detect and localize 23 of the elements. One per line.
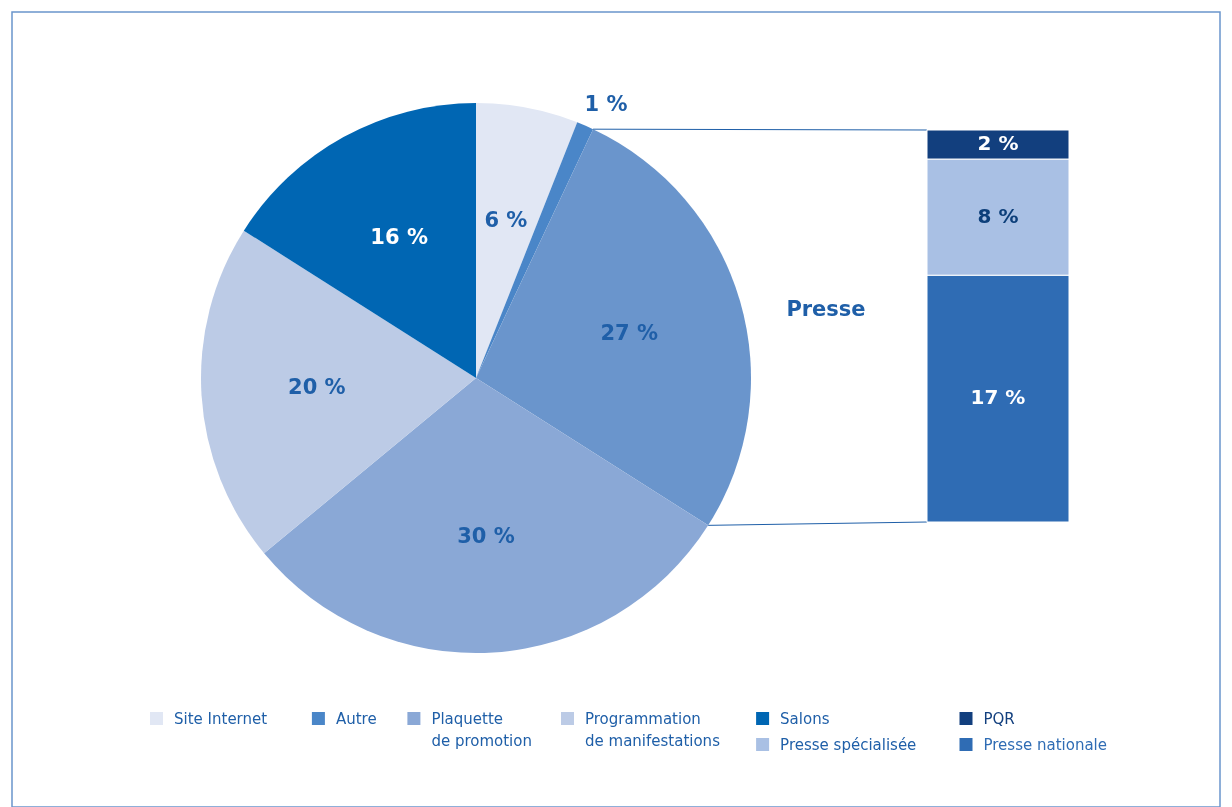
legend-label: Presse spécialisée (780, 736, 917, 754)
data-label: 27 % (600, 320, 658, 345)
text: Presse nationale (983, 736, 1107, 754)
pie-slice (476, 122, 594, 378)
pie-slice (476, 129, 751, 526)
data-label: 6 % (484, 208, 528, 233)
data-label: 8 % (977, 203, 1019, 228)
data-label: 17 % (970, 385, 1026, 410)
legend-label: Site Internet (174, 710, 268, 728)
data-label: 1 % (584, 92, 628, 117)
legend-label: Plaquette de promotion (431, 710, 532, 750)
data-label: 20 % (288, 375, 346, 400)
category-label: Presse (786, 297, 866, 321)
legend-label: PQR (983, 710, 1015, 728)
data-label: 30 % (457, 524, 515, 549)
data-label: 16 % (370, 225, 428, 250)
legend-label: Autre (335, 710, 377, 728)
pie-slice (243, 103, 476, 378)
pie-slice (476, 103, 578, 378)
legend-label: Programmation de manifestations (585, 710, 721, 750)
pie-slice (264, 378, 709, 653)
legend-label: Salons (780, 710, 830, 728)
data-label: 2 % (977, 131, 1019, 156)
